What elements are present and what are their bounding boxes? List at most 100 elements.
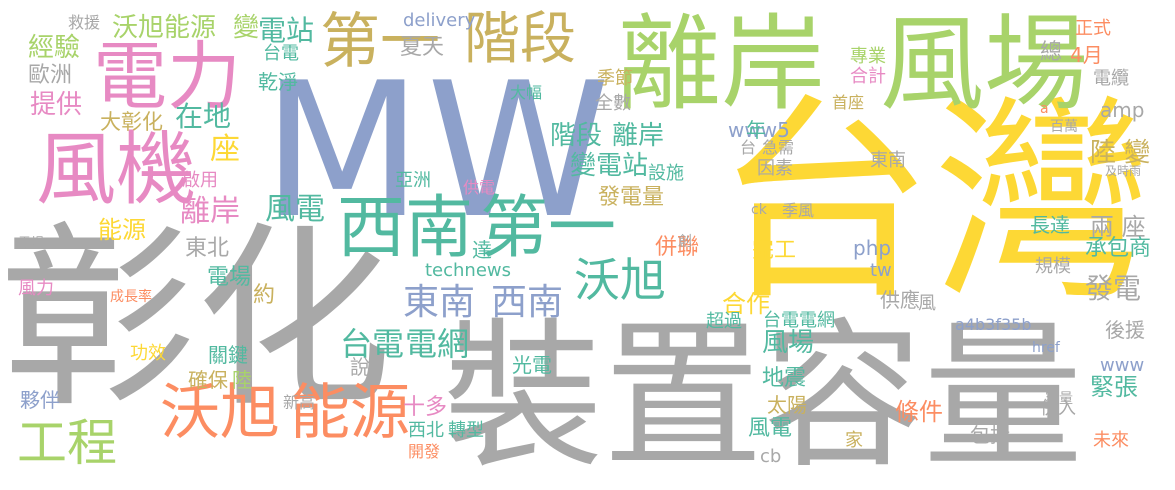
word-substation: 變電站 — [570, 151, 649, 181]
word-experience: 經驗 — [28, 33, 81, 63]
word-transition: 轉型 — [448, 420, 484, 441]
word-capacity: 容量 — [1045, 391, 1073, 407]
word-complete: 完工 — [752, 238, 797, 263]
word-stage-2: 階段 — [550, 121, 603, 151]
word-home: 家 — [845, 430, 863, 451]
word-orsted-energy: 沃旭能源 — [112, 13, 217, 43]
word-technews: technews — [425, 260, 512, 281]
word-ck: ck — [751, 202, 767, 218]
word-partner: 夥伴 — [20, 388, 60, 412]
word-clean: 乾淨 — [258, 70, 298, 94]
word-southeast-2: 東南 — [870, 150, 906, 171]
word-taipower: 台電 — [340, 325, 405, 363]
word-tai: 台 — [740, 138, 757, 157]
word-create: 創 — [678, 234, 692, 250]
word-engineering: 工程 — [17, 414, 117, 472]
word-www5: www5 — [728, 118, 790, 142]
word-effect: 功效 — [130, 343, 166, 364]
word-generate: 發電 — [1085, 272, 1142, 305]
word-first-2: 第一 — [480, 189, 617, 268]
word-power-station: 電站 — [258, 14, 315, 47]
word-cooperation: 合作 — [722, 290, 770, 318]
word-land-change: 陸 變 — [1090, 138, 1151, 168]
word-asia: 亞洲 — [395, 170, 431, 191]
word-tw: tw — [870, 260, 892, 281]
word-a: a — [1040, 101, 1049, 117]
word-professional: 專業 — [850, 46, 886, 67]
word-northwest: 西北 — [408, 420, 444, 441]
word-rescue: 救援 — [68, 13, 101, 32]
word-two-seats: 兩 座 — [1090, 213, 1146, 241]
word-merge-in: 併入 — [1040, 398, 1076, 419]
word-installed-capacity: 裝置容量 — [443, 303, 1084, 490]
word-a4b3f35b: a4b3f35b — [955, 315, 1032, 334]
word-ensure: 確保 — [188, 368, 228, 392]
word-total: 合計 — [850, 66, 886, 87]
word-condition: 條件 — [895, 398, 943, 426]
word-europe: 歐洲 — [28, 63, 73, 88]
word-orsted-2: 沃旭 — [574, 253, 666, 307]
word-local: 在地 — [175, 100, 232, 133]
word-launch: 啟用 — [182, 170, 218, 191]
word-official: 正式 — [1075, 18, 1111, 39]
word-wind-farm-2: 風場 — [762, 328, 815, 358]
word-all: 全數 — [595, 93, 631, 114]
word-wind-farm: 風場 — [880, 3, 1089, 125]
word-northeast: 東北 — [185, 236, 230, 261]
word-southwest: 西南 — [337, 189, 474, 268]
word-backup: 後援 — [1105, 318, 1145, 342]
word-orsted: 沃旭 — [160, 378, 280, 448]
word-supply: 供應 — [880, 288, 920, 312]
word-stage: 階段 — [464, 7, 576, 72]
word-electricity: 電力 — [93, 34, 241, 120]
word-offshore-2: 離岸 — [180, 194, 240, 229]
word-offshore-3: 離岸 — [612, 121, 665, 151]
word-key: 關鍵 — [208, 343, 248, 367]
word-facility: 設施 — [648, 163, 684, 184]
word-wind-force: 風力 — [18, 278, 54, 299]
word-greater-changhua: 大彰化 — [100, 110, 163, 134]
word-growth-rate: 成長率 — [110, 289, 152, 305]
word-energy-2: 能源 — [98, 216, 146, 244]
word-scale: 規模 — [1035, 256, 1071, 277]
word-provide: 提供 — [30, 90, 83, 120]
word-substantially: 大幅 — [510, 83, 543, 102]
word-cb: cb — [760, 446, 782, 467]
word-generation-output: 發電量 — [598, 185, 665, 210]
word-delivery: delivery — [403, 10, 476, 31]
word-land: 陸 — [232, 368, 252, 392]
word-sun: 太陽 — [767, 393, 807, 417]
word-up-to: 長達 — [1030, 213, 1070, 237]
word-solar-power: 光電 — [512, 353, 552, 377]
word-factor: 因素 — [757, 158, 793, 179]
word-grid: 電網 — [405, 325, 470, 363]
word-urgent-need: 急需 — [762, 138, 795, 157]
word-summer: 夏天 — [400, 35, 445, 60]
word-seat: 座 — [210, 132, 240, 167]
word-electric-farm: 電場 — [207, 265, 252, 290]
word-href: href — [1032, 340, 1060, 356]
word-exceed: 超過 — [706, 311, 742, 332]
word-say: 說 — [350, 355, 370, 379]
word-first: 第一 — [320, 7, 440, 77]
word-southwest-2: 西南 — [491, 282, 564, 323]
word-season: 季節 — [597, 68, 633, 89]
word-taipower-grid: 台電電網 — [763, 310, 835, 331]
word-taipower-2: 台電 — [263, 43, 299, 64]
word-southeast: 東南 — [403, 282, 476, 323]
word-include: 包括 — [970, 423, 1010, 447]
word-www: www — [1100, 355, 1145, 376]
word-change: 變 — [233, 13, 260, 43]
word-wind: 風 — [918, 293, 936, 314]
word-php: php — [853, 236, 892, 260]
word-contractor: 承包商 — [1085, 236, 1152, 261]
word-timely-rain: 及時雨 — [1105, 164, 1142, 178]
word-new-high: 新高 — [283, 393, 316, 412]
word-offshore: 離岸 — [617, 3, 826, 125]
word-mw: MW — [262, 42, 615, 259]
word-cable: 電纜 — [1093, 68, 1129, 89]
word-over-ten: 十多 — [403, 395, 448, 420]
word-about: 約 — [253, 283, 276, 308]
word-first-seat: 首座 — [832, 93, 865, 112]
